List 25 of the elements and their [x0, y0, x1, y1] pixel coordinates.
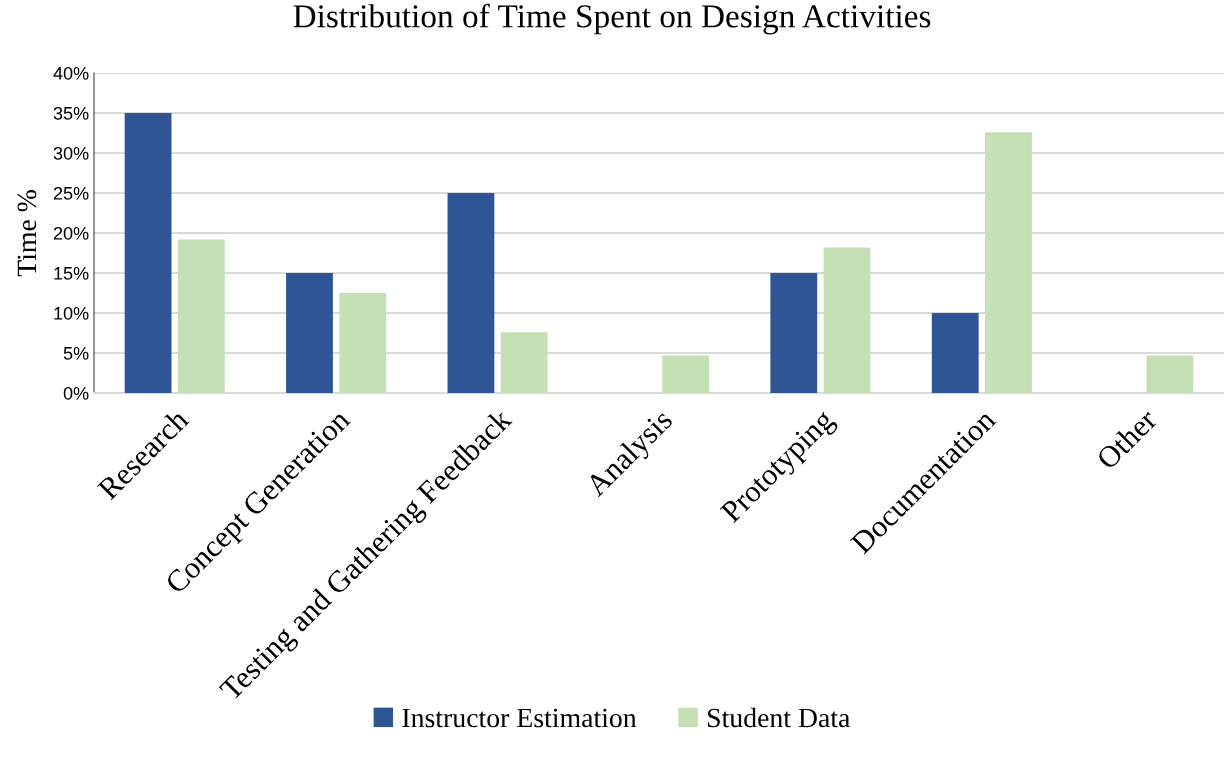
bar [985, 132, 1032, 393]
bar [1146, 355, 1194, 393]
y-axis-title: Time % [17, 190, 37, 277]
bar [931, 313, 979, 393]
bar [823, 247, 871, 393]
legend-label: Student Data [707, 707, 851, 728]
y-tick-label: 10% [54, 306, 89, 320]
chart-title: Distribution of Time Spent on Design Activities [293, 3, 931, 35]
bar [177, 239, 225, 393]
bar [124, 113, 172, 393]
y-tick-label: 40% [53, 66, 89, 80]
bar [662, 355, 710, 393]
legend-label: Instructor Estimation [402, 708, 637, 728]
bar [339, 293, 387, 393]
bar [286, 273, 333, 393]
y-tick-label: 35% [53, 106, 89, 120]
y-tick-label: 0% [63, 386, 89, 400]
bar [500, 332, 548, 393]
y-tick-label: 20% [53, 226, 89, 240]
y-tick-label: 5% [63, 347, 89, 360]
bar [770, 273, 818, 393]
y-tick-label: 15% [54, 267, 89, 280]
y-tick-label: 30% [53, 146, 89, 160]
bar [447, 193, 495, 393]
y-tick-label: 25% [53, 186, 89, 200]
